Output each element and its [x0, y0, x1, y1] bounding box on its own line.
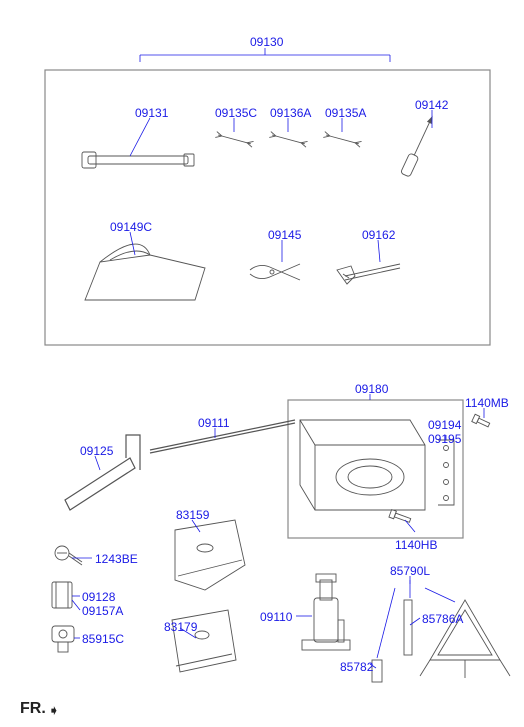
wheel-wrench-icon: [82, 152, 194, 168]
leader-09130: [140, 48, 390, 62]
label-09111: 09111: [198, 416, 230, 430]
screw-1243be-icon: [55, 546, 82, 565]
leaders: [72, 110, 484, 668]
reflector-85786a-icon: [404, 600, 412, 655]
spanner-09135c-icon: [215, 132, 253, 148]
fr-arrow-icon: ➧: [48, 702, 60, 719]
label-09149C: 09149C: [110, 220, 152, 234]
label-09194: 09194: [428, 418, 461, 432]
case-85782-icon: [372, 660, 382, 682]
spanner-09136a-icon: [269, 132, 307, 148]
label-09157A: 09157A: [82, 604, 123, 618]
label-09180: 09180: [355, 382, 388, 396]
label-85782: 85782: [340, 660, 373, 674]
label-09135A: 09135A: [325, 106, 366, 120]
adj-wrench-icon: [337, 264, 400, 284]
label-09135C: 09135C: [215, 106, 257, 120]
label-09145: 09145: [268, 228, 301, 242]
label-09125: 09125: [80, 444, 113, 458]
label-1140MB: 1140MB: [465, 396, 509, 410]
label-85790L: 85790L: [390, 564, 430, 578]
label-83159: 83159: [176, 508, 209, 522]
label-1140HB: 1140HB: [395, 538, 437, 552]
bolt-1140mb-icon: [472, 414, 491, 428]
hydraulic-jack-icon: [302, 574, 350, 650]
label-09128: 09128: [82, 590, 115, 604]
tool-bag-icon: [85, 244, 205, 300]
plug-85915c-icon: [52, 626, 74, 652]
label-83179: 83179: [164, 620, 197, 634]
bracket-icon: [438, 440, 454, 505]
label-09136A: 09136A: [270, 106, 311, 120]
floor-mat-83159-icon: [175, 520, 245, 590]
label-09110: 09110: [260, 610, 292, 624]
screwdriver-icon: [400, 115, 436, 177]
label-09142: 09142: [415, 98, 448, 112]
label-09162: 09162: [362, 228, 395, 242]
label-09131: 09131: [135, 106, 168, 120]
label-09195: 09195: [428, 432, 461, 446]
bolt-1140hb-icon: [389, 510, 411, 525]
jack-case-icon: [300, 420, 425, 510]
pliers-icon: [250, 264, 300, 280]
label-09130: 09130: [250, 35, 283, 49]
label-85786A: 85786A: [422, 612, 463, 626]
label-85915C: 85915C: [82, 632, 124, 646]
clip-09128-icon: [52, 582, 72, 608]
fr-label: FR.: [20, 700, 46, 718]
label-1243BE: 1243BE: [95, 552, 138, 566]
spanner-09135a-icon: [323, 132, 361, 148]
